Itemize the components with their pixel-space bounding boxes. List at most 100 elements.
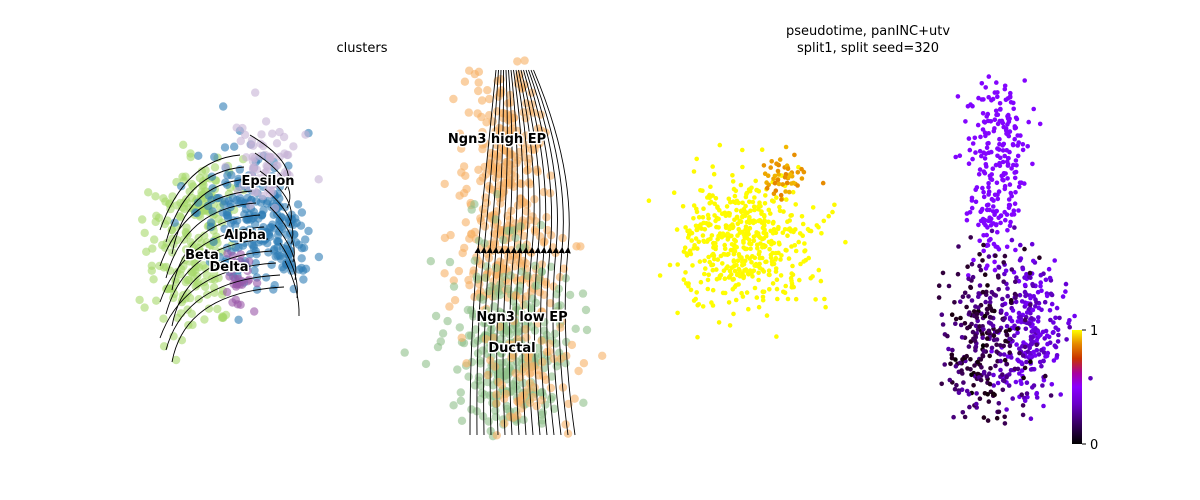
point-pseudotime bbox=[990, 323, 996, 329]
point-pseudotime bbox=[966, 276, 971, 282]
point-pseudotime bbox=[1036, 315, 1041, 320]
point-pseudotime bbox=[1044, 293, 1050, 299]
point-pseudotime bbox=[986, 320, 992, 325]
point-pseudotime bbox=[756, 277, 761, 283]
point-pseudotime bbox=[719, 234, 725, 240]
point-pseudotime bbox=[974, 391, 979, 396]
point-pseudotime bbox=[805, 226, 811, 232]
point-pseudotime bbox=[731, 276, 736, 282]
point-pseudotime bbox=[783, 283, 788, 289]
point-pseudotime bbox=[975, 359, 980, 365]
point-pseudotime bbox=[772, 180, 778, 186]
point-ngn3-low-ep bbox=[492, 390, 501, 399]
point-pseudotime bbox=[1005, 176, 1010, 181]
point-pseudotime bbox=[710, 267, 716, 273]
point-pseudotime bbox=[823, 304, 828, 310]
point-pseudotime bbox=[714, 267, 719, 272]
point-pseudotime bbox=[1024, 272, 1029, 277]
point-ngn3-low-ep bbox=[489, 333, 498, 343]
point-pseudotime bbox=[708, 199, 714, 205]
point-epsilon bbox=[301, 130, 310, 139]
point-beta bbox=[150, 235, 159, 244]
point-pseudotime bbox=[1009, 355, 1014, 360]
point-pseudotime bbox=[1002, 253, 1008, 259]
point-epsilon bbox=[268, 188, 277, 197]
point-pseudotime bbox=[695, 227, 700, 232]
point-pseudotime bbox=[1000, 148, 1006, 153]
point-pseudotime bbox=[1001, 171, 1007, 176]
point-pseudotime bbox=[726, 300, 732, 305]
point-pseudotime bbox=[1001, 317, 1006, 323]
point-pseudotime bbox=[978, 267, 984, 273]
point-pseudotime bbox=[830, 209, 835, 215]
point-pseudotime bbox=[1022, 181, 1027, 186]
point-alpha bbox=[251, 232, 260, 241]
point-ngn3-low-ep bbox=[454, 266, 464, 276]
point-pseudotime bbox=[998, 308, 1004, 314]
point-pseudotime bbox=[970, 141, 976, 146]
point-pseudotime bbox=[793, 296, 799, 302]
point-pseudotime bbox=[1037, 255, 1042, 260]
point-epsilon bbox=[236, 136, 245, 146]
colorbar-tick-label-max: 1 bbox=[1090, 324, 1098, 339]
point-ngn3-high-ep bbox=[542, 213, 551, 222]
point-pseudotime bbox=[994, 208, 999, 214]
point-pseudotime bbox=[734, 207, 739, 213]
point-ductal bbox=[470, 256, 479, 265]
point-pseudotime bbox=[1006, 205, 1012, 211]
point-pseudotime bbox=[731, 186, 737, 192]
point-ductal bbox=[523, 271, 532, 281]
point-ngn3-low-ep bbox=[556, 323, 565, 332]
point-pseudotime bbox=[987, 381, 993, 387]
point-pseudotime bbox=[1020, 403, 1026, 408]
point-pseudotime bbox=[756, 233, 762, 239]
point-pseudotime bbox=[952, 300, 957, 305]
point-ductal bbox=[400, 348, 409, 357]
point-alpha bbox=[297, 208, 307, 217]
point-pseudotime bbox=[986, 192, 991, 197]
point-pseudotime bbox=[736, 266, 742, 272]
point-pseudotime bbox=[791, 284, 796, 290]
point-pseudotime bbox=[992, 126, 997, 131]
point-ngn3-low-ep bbox=[574, 366, 583, 376]
point-pseudotime bbox=[965, 104, 971, 109]
point-pseudotime bbox=[1011, 100, 1016, 106]
point-pseudotime bbox=[722, 242, 727, 248]
point-pseudotime bbox=[1024, 310, 1030, 315]
streamline bbox=[502, 69, 513, 436]
point-pseudotime bbox=[985, 283, 990, 288]
point-pseudotime bbox=[1030, 283, 1036, 289]
point-alpha bbox=[177, 182, 186, 191]
point-delta bbox=[237, 230, 246, 239]
point-pseudotime bbox=[761, 213, 767, 218]
point-pseudotime bbox=[978, 134, 983, 140]
point-epsilon bbox=[242, 153, 251, 162]
point-ngn3-high-ep bbox=[495, 123, 504, 133]
point-beta bbox=[187, 309, 196, 318]
point-pseudotime bbox=[727, 323, 733, 328]
point-beta bbox=[197, 167, 207, 176]
point-beta bbox=[159, 314, 168, 323]
point-pseudotime bbox=[789, 278, 794, 284]
point-pseudotime bbox=[797, 231, 803, 236]
point-pseudotime bbox=[769, 159, 774, 164]
point-pseudotime bbox=[786, 227, 791, 232]
point-pseudotime bbox=[988, 315, 994, 320]
point-pseudotime bbox=[721, 268, 727, 274]
point-pseudotime bbox=[966, 392, 972, 397]
point-pseudotime bbox=[763, 259, 768, 265]
point-epsilon bbox=[246, 140, 255, 149]
point-pseudotime bbox=[994, 80, 999, 85]
point-ductal bbox=[482, 262, 491, 271]
point-pseudotime bbox=[947, 377, 953, 383]
point-pseudotime bbox=[744, 191, 749, 197]
point-pseudotime bbox=[998, 352, 1003, 357]
point-ductal bbox=[433, 342, 443, 352]
point-pseudotime bbox=[1012, 136, 1017, 142]
point-ngn3-high-ep bbox=[459, 162, 469, 171]
point-pseudotime bbox=[991, 337, 997, 343]
point-pseudotime bbox=[993, 253, 998, 258]
point-pseudotime bbox=[688, 287, 694, 293]
point-pseudotime bbox=[1014, 116, 1020, 122]
point-pseudotime bbox=[992, 267, 998, 273]
